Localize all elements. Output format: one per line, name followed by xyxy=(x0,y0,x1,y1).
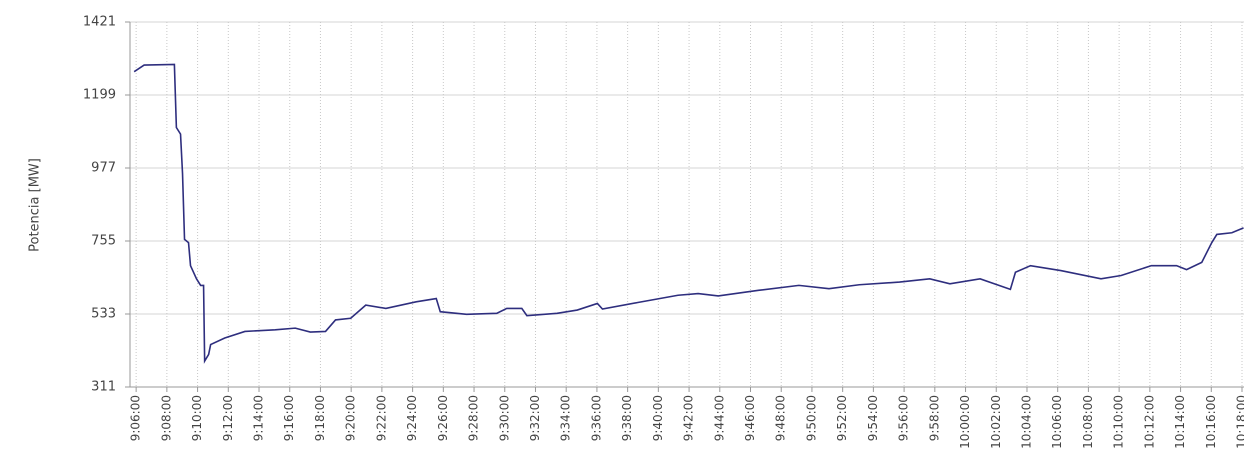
x-tick-label: 10:12:00 xyxy=(1142,395,1156,449)
y-tick-label: 977 xyxy=(91,161,116,176)
x-tick-label: 9:50:00 xyxy=(804,395,818,441)
x-tick-label: 9:28:00 xyxy=(467,395,481,441)
y-axis-title: Potencia [MW] xyxy=(28,158,43,252)
x-tick-label: 9:56:00 xyxy=(897,395,911,441)
x-tick-label: 9:32:00 xyxy=(528,395,542,441)
x-tick-label: 9:54:00 xyxy=(866,395,880,441)
x-tick-label: 9:58:00 xyxy=(927,395,941,441)
x-tick-label: 10:10:00 xyxy=(1112,395,1126,449)
x-tick-label: 10:14:00 xyxy=(1173,395,1187,449)
x-tick-label: 9:44:00 xyxy=(712,395,726,441)
x-tick-label: 9:52:00 xyxy=(835,395,849,441)
x-tick-label: 9:06:00 xyxy=(129,395,143,441)
x-tick-label: 10:06:00 xyxy=(1050,395,1064,449)
x-tick-label: 9:22:00 xyxy=(374,395,388,441)
x-tick-label: 10:18:00 xyxy=(1235,395,1244,449)
x-tick-label: 9:30:00 xyxy=(497,395,511,441)
x-tick-label: 9:16:00 xyxy=(282,395,296,441)
x-tick-label: 9:36:00 xyxy=(589,395,603,441)
x-tick-label: 10:04:00 xyxy=(1019,395,1033,449)
x-tick-label: 9:08:00 xyxy=(159,395,173,441)
x-tick-label: 9:48:00 xyxy=(774,395,788,441)
x-tick-label: 9:18:00 xyxy=(313,395,327,441)
y-tick-label: 311 xyxy=(91,380,116,395)
y-tick-label: 755 xyxy=(91,234,116,249)
x-tick-label: 10:02:00 xyxy=(989,395,1003,449)
x-tick-label: 9:46:00 xyxy=(743,395,757,441)
x-tick-label: 9:26:00 xyxy=(436,395,450,441)
y-tick-label: 533 xyxy=(91,307,116,322)
x-tick-label: 9:20:00 xyxy=(344,395,358,441)
y-tick-label: 1199 xyxy=(83,88,116,103)
x-tick-label: 10:00:00 xyxy=(958,395,972,449)
x-tick-label: 9:14:00 xyxy=(252,395,266,441)
x-tick-label: 9:40:00 xyxy=(651,395,665,441)
x-tick-label: 9:38:00 xyxy=(620,395,634,441)
x-tick-label: 9:34:00 xyxy=(559,395,573,441)
y-tick-label: 1421 xyxy=(83,15,116,30)
x-tick-label: 9:12:00 xyxy=(221,395,235,441)
x-tick-label: 9:42:00 xyxy=(682,395,696,441)
x-tick-label: 10:08:00 xyxy=(1081,395,1095,449)
x-tick-label: 10:16:00 xyxy=(1204,395,1218,449)
data-line xyxy=(133,63,1244,364)
x-tick-label: 9:10:00 xyxy=(190,395,204,441)
x-tick-label: 9:24:00 xyxy=(405,395,419,441)
